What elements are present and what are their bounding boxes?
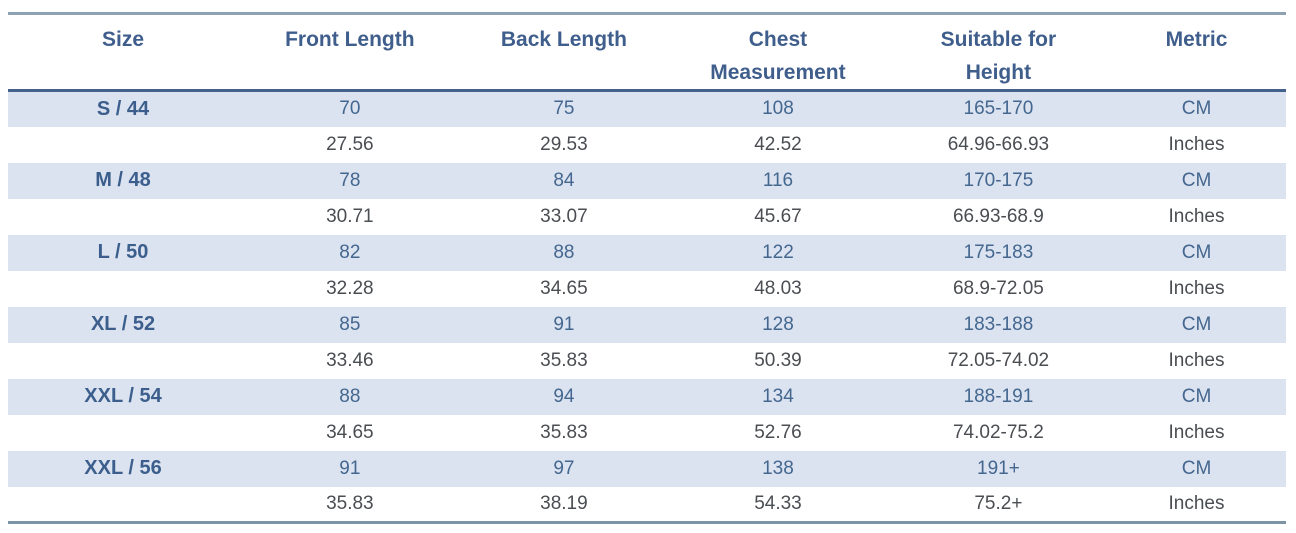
cell-size: M / 48	[8, 162, 239, 199]
cell-metric-unit: Inches	[1107, 486, 1286, 523]
cell-back-length: 91	[461, 306, 667, 343]
cell-size: XL / 52	[8, 306, 239, 343]
table-row: L / 50 82 88 122 175-183 CM	[8, 234, 1286, 271]
table-row: XL / 52 85 91 128 183-188 CM	[8, 306, 1286, 343]
cell-height-range: 165-170	[889, 90, 1108, 127]
cell-front-length: 85	[238, 306, 462, 343]
cell-size: XXL / 54	[8, 378, 239, 415]
column-header-front-length: Front Length	[238, 13, 462, 93]
cell-front-length: 30.71	[238, 198, 462, 235]
column-header-metric-label: Metric	[1165, 28, 1228, 51]
cell-height-range: 183-188	[889, 306, 1108, 343]
cell-front-length: 32.28	[238, 270, 462, 307]
cell-height-range: 191+	[889, 450, 1108, 487]
cell-back-length: 88	[461, 234, 667, 271]
cell-chest: 48.03	[666, 270, 890, 307]
cell-metric-unit: CM	[1107, 450, 1286, 487]
cell-chest: 50.39	[666, 342, 890, 379]
cell-back-length: 29.53	[461, 126, 667, 163]
cell-size	[8, 486, 239, 523]
column-header-chest-measurement-label: Chest Measurement	[710, 28, 846, 84]
cell-metric-unit: Inches	[1107, 270, 1286, 307]
cell-metric-unit: CM	[1107, 234, 1286, 271]
cell-metric-unit: Inches	[1107, 198, 1286, 235]
cell-chest: 122	[666, 234, 890, 271]
cell-back-length: 84	[461, 162, 667, 199]
table-row: 30.71 33.07 45.67 66.93-68.9 Inches	[8, 198, 1286, 235]
column-header-chest-measurement: Chest Measurement	[666, 13, 890, 93]
cell-size	[8, 270, 239, 307]
cell-height-range: 188-191	[889, 378, 1108, 415]
cell-size	[8, 414, 239, 451]
table-row: 33.46 35.83 50.39 72.05-74.02 Inches	[8, 342, 1286, 379]
cell-front-length: 82	[238, 234, 462, 271]
column-header-back-length-label: Back Length	[500, 28, 627, 51]
table-row: XXL / 56 91 97 138 191+ CM	[8, 450, 1286, 487]
column-header-suitable-height-label: Suitable for Height	[940, 28, 1057, 84]
table-row: 32.28 34.65 48.03 68.9-72.05 Inches	[8, 270, 1286, 307]
size-chart-container: Size Front Length Back Length Chest Meas…	[8, 12, 1286, 525]
cell-front-length: 35.83	[238, 486, 462, 523]
column-header-suitable-height: Suitable for Height	[889, 13, 1108, 93]
cell-metric-unit: Inches	[1107, 126, 1286, 163]
cell-size	[8, 342, 239, 379]
cell-height-range: 175-183	[889, 234, 1108, 271]
table-row: 34.65 35.83 52.76 74.02-75.2 Inches	[8, 414, 1286, 451]
cell-chest: 42.52	[666, 126, 890, 163]
cell-front-length: 27.56	[238, 126, 462, 163]
cell-size	[8, 126, 239, 163]
table-row: S / 44 70 75 108 165-170 CM	[8, 90, 1286, 127]
table-row: 27.56 29.53 42.52 64.96-66.93 Inches	[8, 126, 1286, 163]
cell-back-length: 94	[461, 378, 667, 415]
cell-chest: 45.67	[666, 198, 890, 235]
cell-chest: 138	[666, 450, 890, 487]
cell-height-range: 64.96-66.93	[889, 126, 1108, 163]
cell-height-range: 74.02-75.2	[889, 414, 1108, 451]
cell-chest: 108	[666, 90, 890, 127]
table-row: XXL / 54 88 94 134 188-191 CM	[8, 378, 1286, 415]
cell-size: S / 44	[8, 90, 239, 127]
cell-height-range: 66.93-68.9	[889, 198, 1108, 235]
cell-chest: 128	[666, 306, 890, 343]
cell-front-length: 88	[238, 378, 462, 415]
cell-back-length: 33.07	[461, 198, 667, 235]
column-header-size: Size	[8, 13, 239, 93]
cell-height-range: 75.2+	[889, 486, 1108, 523]
cell-metric-unit: CM	[1107, 90, 1286, 127]
cell-front-length: 91	[238, 450, 462, 487]
cell-chest: 54.33	[666, 486, 890, 523]
cell-back-length: 97	[461, 450, 667, 487]
cell-chest: 52.76	[666, 414, 890, 451]
cell-front-length: 70	[238, 90, 462, 127]
cell-metric-unit: CM	[1107, 306, 1286, 343]
cell-chest: 134	[666, 378, 890, 415]
cell-height-range: 170-175	[889, 162, 1108, 199]
cell-back-length: 38.19	[461, 486, 667, 523]
cell-size: L / 50	[8, 234, 239, 271]
column-header-size-label: Size	[102, 28, 145, 51]
cell-front-length: 33.46	[238, 342, 462, 379]
column-header-metric: Metric	[1107, 13, 1286, 93]
cell-height-range: 68.9-72.05	[889, 270, 1108, 307]
cell-back-length: 75	[461, 90, 667, 127]
size-chart-table: Size Front Length Back Length Chest Meas…	[8, 12, 1286, 525]
cell-chest: 116	[666, 162, 890, 199]
cell-front-length: 34.65	[238, 414, 462, 451]
cell-metric-unit: CM	[1107, 162, 1286, 199]
cell-metric-unit: Inches	[1107, 414, 1286, 451]
cell-metric-unit: CM	[1107, 378, 1286, 415]
column-header-front-length-label: Front Length	[285, 28, 415, 51]
cell-front-length: 78	[238, 162, 462, 199]
cell-metric-unit: Inches	[1107, 342, 1286, 379]
column-header-back-length: Back Length	[461, 13, 667, 93]
cell-height-range: 72.05-74.02	[889, 342, 1108, 379]
cell-size	[8, 198, 239, 235]
cell-back-length: 35.83	[461, 342, 667, 379]
header-row: Size Front Length Back Length Chest Meas…	[8, 13, 1286, 93]
cell-back-length: 34.65	[461, 270, 667, 307]
table-row: M / 48 78 84 116 170-175 CM	[8, 162, 1286, 199]
cell-size: XXL / 56	[8, 450, 239, 487]
table-row: 35.83 38.19 54.33 75.2+ Inches	[8, 486, 1286, 523]
cell-back-length: 35.83	[461, 414, 667, 451]
